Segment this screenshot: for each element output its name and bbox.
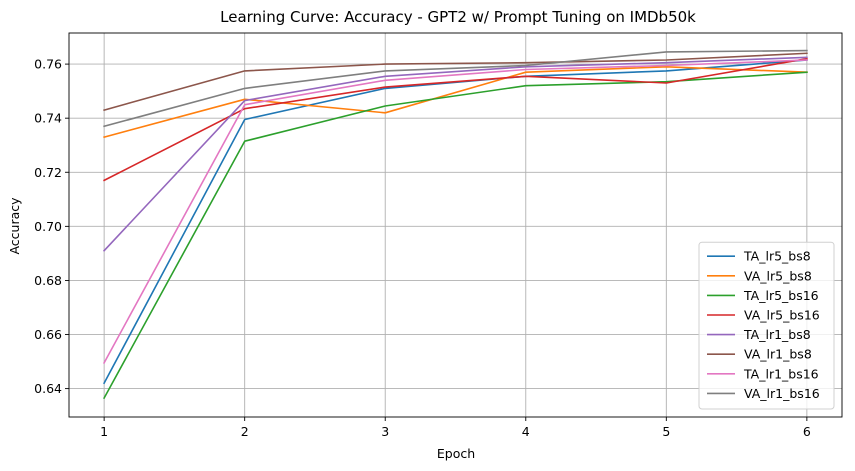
x-tick-label: 1 <box>100 424 108 439</box>
x-tick-label: 3 <box>381 424 389 439</box>
legend-box <box>698 241 835 410</box>
y-axis-label: Accuracy <box>7 197 22 255</box>
x-axis-ticks: 1 2 3 4 5 6 <box>100 417 811 439</box>
y-tick-label: 0.70 <box>34 219 62 234</box>
legend-label: TA_lr5_bs16 <box>743 288 819 303</box>
legend-label: TA_lr5_bs8 <box>743 249 811 264</box>
series-line-va-lr1-bs8 <box>103 52 808 112</box>
y-tick-label: 0.74 <box>34 111 62 126</box>
series-line-va-lr5-bs16 <box>103 57 808 182</box>
series-line-va-lr1-bs16 <box>103 49 808 128</box>
x-tick-label: 4 <box>522 424 530 439</box>
series-lines <box>102 49 808 400</box>
y-tick-label: 0.66 <box>34 327 62 342</box>
x-tick-label: 2 <box>241 424 249 439</box>
plot-frame <box>68 32 843 418</box>
chart-title: Learning Curve: Accuracy - GPT2 w/ Promp… <box>220 8 696 26</box>
y-axis-ticks: 0.64 0.66 0.68 0.70 0.72 0.74 0.76 <box>34 57 69 396</box>
x-tick-label: 5 <box>662 424 670 439</box>
x-axis-label: Epoch <box>437 446 475 461</box>
y-tick-label: 0.76 <box>34 57 62 72</box>
y-tick-label: 0.68 <box>34 273 62 288</box>
legend-label: VA_lr1_bs8 <box>744 347 812 362</box>
legend-label: TA_lr1_bs8 <box>743 327 811 342</box>
legend-label: VA_lr5_bs8 <box>744 268 812 283</box>
legend-label: TA_lr1_bs16 <box>743 366 819 381</box>
series-line-ta-lr5-bs16 <box>103 71 808 400</box>
legend-label: VA_lr1_bs16 <box>744 386 820 401</box>
series-line-ta-lr1-bs16 <box>103 59 808 364</box>
legend: TA_lr5_bs8 VA_lr5_bs8 TA_lr5_bs16 VA_lr5_bs… <box>698 241 835 410</box>
legend-label: VA_lr5_bs16 <box>744 308 820 323</box>
x-tick-label: 6 <box>803 424 811 439</box>
series-line-ta-lr1-bs8 <box>102 56 808 252</box>
y-tick-label: 0.64 <box>34 381 62 396</box>
y-tick-label: 0.72 <box>34 165 62 180</box>
series-line-va-lr5-bs8 <box>103 66 808 139</box>
